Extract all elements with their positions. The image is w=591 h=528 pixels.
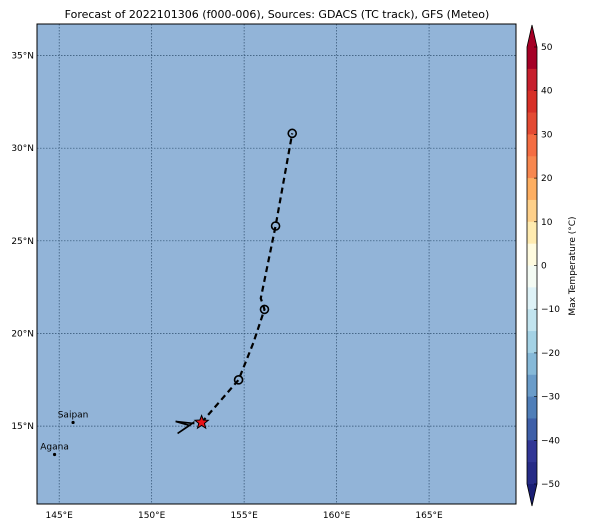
colorbar-extend-min (527, 484, 537, 506)
forecast-position-marker (259, 304, 270, 315)
colorbar-band (527, 462, 537, 485)
colorbar-label: Max Temperature (°C) (568, 216, 578, 315)
city-marker (71, 420, 75, 425)
ocean-background (37, 24, 516, 504)
latitude-tick-label: 20°N (11, 329, 34, 339)
colorbar-band (527, 440, 537, 463)
colorbar-band (527, 178, 537, 201)
latitude-tick-label: 25°N (11, 237, 34, 247)
colorbar-tick-label: 0 (541, 262, 547, 272)
colorbar-tick-label: −40 (541, 436, 560, 446)
longitude-tick-label: 150°E (138, 511, 166, 521)
longitude-tick-label: 155°E (230, 511, 258, 521)
longitude-tick-label: 160°E (323, 511, 351, 521)
colorbar-tick-label: −30 (541, 393, 560, 403)
past-track-marker (175, 420, 195, 435)
colorbar-band (527, 418, 537, 441)
colorbar-extend-max (527, 25, 537, 47)
graticule (37, 24, 516, 504)
colorbar: 50 40 30 20 10 0 −10 −20 −30 −40 −50 Max Temperatu… (526, 24, 578, 507)
colorbar-ticks: 50 40 30 20 10 0 −10 −20 −30 −40 −50 (534, 43, 560, 490)
longitude-tick-label: 165°E (415, 511, 443, 521)
colorbar-tick-label: 30 (541, 130, 553, 140)
colorbar-tick-label: 10 (541, 218, 553, 228)
colorbar-band (527, 47, 537, 70)
forecast-position-marker (233, 375, 244, 385)
map-title: Forecast of 2022101306 (f000-006), Sourc… (65, 8, 490, 21)
colorbar-band (527, 90, 537, 113)
tc-track (175, 128, 298, 435)
city-label: Agana (40, 443, 69, 453)
cities-layer: Saipan Agana (40, 410, 89, 457)
forecast-position-marker (287, 128, 298, 139)
current-position-star (193, 414, 210, 430)
colorbar-bands (526, 24, 538, 507)
colorbar-band (527, 265, 537, 288)
colorbar-band (527, 134, 537, 157)
colorbar-band (527, 221, 537, 245)
colorbar-tick-label: 50 (541, 43, 553, 53)
city-marker (52, 452, 57, 457)
latitude-ticks: 15°N 20°N 25°N 30°N 35°N (11, 52, 34, 433)
colorbar-band (527, 331, 537, 354)
map-panel: Saipan Agana (36, 23, 517, 505)
colorbar-tick-label: 40 (541, 87, 553, 97)
colorbar-band (527, 112, 537, 135)
colorbar-tick-label: 20 (541, 174, 553, 184)
city-label: Saipan (58, 410, 89, 420)
colorbar-tick-label: −10 (541, 305, 560, 315)
forecast-position-marker (270, 221, 281, 231)
colorbar-band (527, 68, 537, 92)
colorbar-band (527, 156, 537, 179)
colorbar-band (527, 396, 537, 419)
longitude-ticks: 145°E 150°E 155°E 160°E 165°E (46, 511, 444, 521)
colorbar-tick-label: −50 (541, 480, 560, 490)
colorbar-tick-label: −20 (541, 349, 560, 359)
latitude-tick-label: 30°N (11, 144, 34, 154)
colorbar-band (527, 287, 537, 310)
map-frame (36, 23, 517, 505)
colorbar-band (527, 243, 537, 266)
latitude-tick-label: 15°N (11, 422, 34, 432)
longitude-tick-label: 145°E (46, 511, 74, 521)
colorbar-band (527, 199, 537, 223)
latitude-tick-label: 35°N (11, 52, 34, 62)
colorbar-band (527, 374, 537, 397)
forecast-track-line (200, 133, 294, 424)
colorbar-band (527, 352, 537, 376)
colorbar-band (527, 309, 537, 332)
